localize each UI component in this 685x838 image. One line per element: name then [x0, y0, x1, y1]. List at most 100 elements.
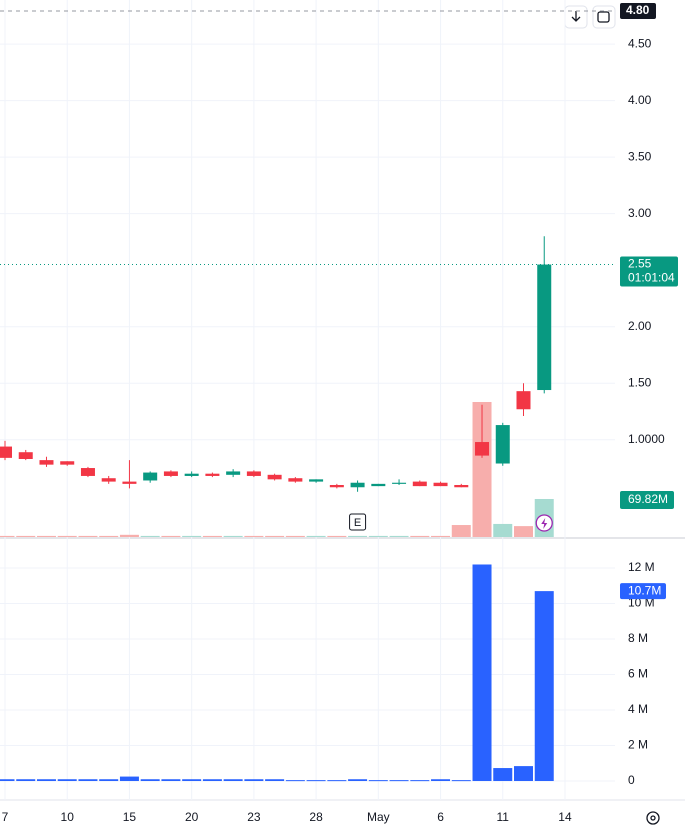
- overlay-volume-bar: [389, 535, 409, 537]
- x-tick-label: May: [367, 810, 390, 824]
- last-price-label: 2.55: [628, 257, 652, 271]
- volume-bar: [99, 779, 119, 782]
- volume-bar: [327, 780, 347, 782]
- volume-bar: [78, 779, 98, 782]
- candle-body: [433, 482, 448, 487]
- refresh-button[interactable]: [592, 5, 616, 29]
- overlay-volume-bar: [202, 535, 222, 537]
- overlay-volume-bar: [451, 525, 471, 537]
- y-tick-label: 12 M: [628, 560, 655, 574]
- volume-bar: [140, 779, 160, 782]
- volume-bar: [534, 591, 554, 782]
- candle-body: [350, 482, 365, 488]
- volume-bar: [119, 776, 139, 782]
- candle-body: [537, 264, 552, 391]
- candle-body: [101, 478, 116, 482]
- candle-body: [246, 471, 261, 476]
- y-tick-label: 1.50: [628, 375, 652, 389]
- y-tick-label: 6 M: [628, 667, 648, 681]
- overlay-volume-bar: [16, 535, 36, 537]
- candle-body: [184, 473, 199, 476]
- volume-bar: [265, 779, 285, 782]
- candle-body: [329, 484, 344, 488]
- x-tick-label: 7: [2, 810, 9, 824]
- candle-body: [39, 460, 54, 465]
- candle-body: [60, 461, 75, 465]
- candle-body: [475, 442, 490, 456]
- y-tick-label: 2 M: [628, 738, 648, 752]
- x-tick-label: 15: [123, 810, 137, 824]
- overlay-volume-bar: [244, 535, 264, 537]
- candle-body: [226, 471, 241, 475]
- volume-bar: [493, 768, 513, 782]
- y-tick-label: 3.00: [628, 206, 652, 220]
- volume-bar: [202, 779, 222, 782]
- x-tick-label: 20: [185, 810, 199, 824]
- marks: [0, 10, 615, 782]
- candle-body: [412, 481, 427, 487]
- candle-body: [80, 468, 95, 476]
- y-tick-label: 0: [628, 773, 635, 787]
- y-tick-label: 1.0000: [628, 432, 665, 446]
- volume-bar: [451, 780, 471, 782]
- overlay-volume-bar: [514, 526, 533, 537]
- top-label: 4.80: [626, 3, 650, 17]
- y-tick-label: 4.50: [628, 36, 652, 50]
- event-icon-bolt: [541, 518, 548, 529]
- candle-body: [163, 471, 178, 476]
- volume-bar: [389, 780, 409, 782]
- countdown-label: 01:01:04: [628, 271, 675, 285]
- overlay-volume-bar: [99, 535, 119, 537]
- overlay-volume-bar: [306, 535, 326, 537]
- overlay-volume-bar: [368, 535, 388, 537]
- volume-bar: [368, 780, 388, 782]
- grid: [0, 0, 615, 800]
- overlay-volume-bar: [78, 535, 98, 537]
- overlay-volume-bar: [327, 535, 347, 537]
- volume-label: 10.7M: [628, 583, 661, 597]
- overlay-volume-bar: [431, 535, 451, 537]
- earnings-box: [349, 513, 367, 531]
- candle-body: [392, 482, 407, 484]
- candle-body: [454, 484, 469, 488]
- settings-button[interactable]: [646, 811, 660, 825]
- overlay-volume-bar: [493, 523, 513, 537]
- top-label-box: [620, 3, 656, 19]
- download-button[interactable]: [564, 5, 588, 29]
- x-tick-label: 28: [309, 810, 323, 824]
- volume-bar: [161, 779, 181, 782]
- volume-bar: [514, 766, 533, 782]
- candle-body: [18, 452, 33, 459]
- overlay-volume-bar: [223, 535, 243, 537]
- candle-body: [309, 479, 324, 482]
- y-tick-label: 4 M: [628, 702, 648, 716]
- candle-body: [0, 446, 12, 458]
- overlay-volume-bar: [410, 535, 430, 537]
- y-tick-label: 10 M: [628, 596, 655, 610]
- y-tick-label: 3.50: [628, 149, 652, 163]
- volume-bar: [285, 780, 305, 782]
- overlay-volume-bar: [57, 535, 77, 537]
- y-tick-label: 4.00: [628, 93, 652, 107]
- candle-body: [267, 474, 282, 480]
- x-tick-label: 6: [437, 810, 444, 824]
- overlay-volume-bar: [348, 535, 368, 537]
- x-tick-label: 14: [558, 810, 572, 824]
- last-price-box: [620, 256, 678, 287]
- volume-bar: [410, 780, 430, 782]
- overlay-volume-bar: [0, 535, 15, 537]
- candle-body: [143, 472, 158, 481]
- volume-bar: [244, 779, 264, 782]
- x-tick-label: 11: [497, 810, 510, 824]
- overlay-label: 69.82M: [628, 492, 668, 506]
- overlay-volume-bar: [140, 535, 160, 537]
- candle-body: [205, 473, 220, 476]
- candle-body: [516, 391, 531, 410]
- candle-body: [288, 478, 303, 482]
- volume-bar: [57, 779, 77, 782]
- overlay-volume-bar: [119, 534, 139, 537]
- candle-body: [122, 481, 137, 484]
- y-tick-label: 2.00: [628, 319, 652, 333]
- volume-bar: [431, 779, 451, 782]
